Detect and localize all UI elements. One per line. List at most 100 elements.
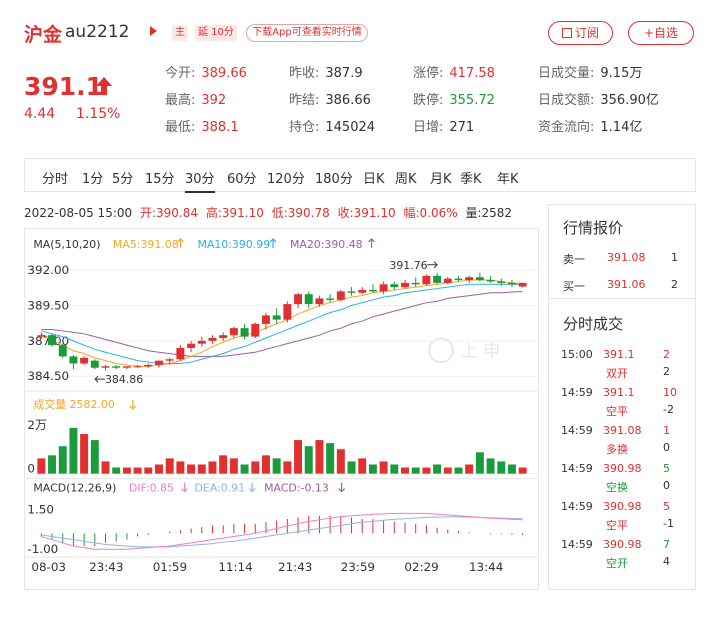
stat-item: 资金流向: 1.14亿 xyxy=(538,116,642,135)
volume-bar xyxy=(294,440,303,474)
tab-period[interactable]: 5分 xyxy=(112,172,134,187)
contract-code: au2212 xyxy=(65,22,130,42)
tab-period[interactable]: 年K xyxy=(497,172,519,187)
orderbook-cell: 391.06 xyxy=(607,278,646,291)
trade-cell: 空开 xyxy=(606,557,628,570)
delay-badge: 延 10分 xyxy=(195,25,237,41)
price-tick-label: 392.00 xyxy=(27,263,69,277)
volume-bar xyxy=(401,467,409,474)
stat-item: 跌停: 355.72 xyxy=(413,89,495,108)
volume-bar xyxy=(197,464,206,474)
trade-cell: 空平 xyxy=(606,405,628,418)
candle-body xyxy=(112,366,121,368)
info-amplitude: 幅:0.06% xyxy=(403,206,458,220)
trade-cell: 多换 xyxy=(606,443,628,456)
tab-period[interactable]: 30分 xyxy=(185,168,215,193)
price-change-pct: 1.15% xyxy=(76,106,121,122)
tab-period[interactable]: 日K xyxy=(363,172,385,187)
play-icon[interactable] xyxy=(150,26,157,36)
last-price: 391.1 xyxy=(24,72,104,101)
dea-line xyxy=(41,516,523,548)
candle-body xyxy=(208,338,217,341)
volume-bar xyxy=(283,461,292,474)
volume-bar xyxy=(112,467,121,474)
stat-value: 386.66 xyxy=(325,93,371,108)
product-title: 沪金 xyxy=(24,24,63,46)
x-tick-label: 13:44 xyxy=(469,560,503,574)
volume-legend: 成交量 2582.00 xyxy=(33,397,114,411)
candle-body xyxy=(187,343,196,348)
trade-cell: 2 xyxy=(663,365,670,378)
candle-body xyxy=(433,275,442,283)
trade-cell: 0 xyxy=(663,479,670,492)
macd-value-legend: MACD:-0.13 xyxy=(264,482,329,495)
candle-body xyxy=(358,289,367,293)
dif-legend: DIF:0.85 xyxy=(129,482,174,495)
orderbook-cell: 2 xyxy=(671,278,678,291)
tab-period[interactable]: 120分 xyxy=(267,172,305,187)
dif-line xyxy=(41,512,523,550)
volume-bar xyxy=(368,464,377,474)
stat-item: 涨停: 417.58 xyxy=(413,62,495,81)
legend-arrow-icon xyxy=(269,238,277,248)
volume-bar xyxy=(315,440,324,474)
tab-period[interactable]: 15分 xyxy=(145,172,175,187)
info-high: 高:391.10 xyxy=(205,206,264,220)
candle-body xyxy=(497,281,506,283)
trade-cell: 双开 xyxy=(606,367,628,380)
volume-bar xyxy=(48,455,57,474)
volume-bar xyxy=(497,461,506,474)
tab-period[interactable]: 周K xyxy=(395,172,417,187)
candle-body xyxy=(475,277,484,281)
min-arrow-icon xyxy=(94,375,105,383)
tab-period[interactable]: 分时 xyxy=(42,172,69,187)
stat-value: 392 xyxy=(201,93,227,108)
candle-body xyxy=(155,360,163,365)
volume-bar xyxy=(518,467,527,474)
tab-period[interactable]: 60分 xyxy=(227,172,257,187)
stat-item: 昨收: 387.9 xyxy=(289,62,363,81)
trade-cell: 5 xyxy=(663,500,670,513)
volume-bar xyxy=(475,452,484,474)
volume-bar xyxy=(176,461,185,474)
volume-bar xyxy=(486,458,495,474)
volume-bar xyxy=(347,461,356,474)
volume-bar xyxy=(336,449,345,474)
stat-value: 388.1 xyxy=(201,120,239,135)
macd-tick-label: -1.00 xyxy=(27,542,58,556)
info-close: 收:391.10 xyxy=(337,206,396,220)
tab-period[interactable]: 180分 xyxy=(315,172,353,187)
candle-body xyxy=(326,298,335,300)
stat-label: 涨停: xyxy=(413,66,444,81)
volume-bar xyxy=(379,461,388,474)
trade-cell: 14:59 xyxy=(561,500,593,513)
volume-bar xyxy=(208,461,217,474)
volume-bar xyxy=(155,464,163,474)
header: 沪金 au2212 主 延 10分 下载App可查看实时行情 订阅 +自选 xyxy=(0,0,720,62)
volume-bar xyxy=(69,427,78,474)
up-arrow-icon xyxy=(96,77,112,95)
download-app-link[interactable]: 下载App可查看实时行情 xyxy=(246,24,368,42)
subscribe-button[interactable]: 订阅 xyxy=(548,21,613,45)
candle-body xyxy=(37,335,46,337)
trade-cell: -2 xyxy=(663,403,674,416)
stat-item: 昨结: 386.66 xyxy=(289,89,371,108)
price-tick-label: 389.50 xyxy=(27,298,69,312)
dea-legend: DEA:0.91 xyxy=(194,482,245,495)
tab-period[interactable]: 月K xyxy=(430,172,452,187)
stat-label: 日成交量: xyxy=(538,66,595,81)
candle-body xyxy=(465,277,474,281)
add-watchlist-button[interactable]: +自选 xyxy=(628,21,694,45)
kline-chart[interactable]: MA(5,10,20) MA5:391.08 MA10:390.99 MA20:390… xyxy=(24,228,539,590)
volume-bar xyxy=(272,458,281,474)
trade-cell: 空换 xyxy=(606,481,628,494)
candle-body xyxy=(368,289,377,292)
candle-body xyxy=(454,278,463,281)
x-tick-label: 21:43 xyxy=(278,560,312,574)
candle-body xyxy=(69,356,78,364)
candle-body xyxy=(165,359,174,361)
volume-bar xyxy=(58,446,67,474)
tab-period[interactable]: 1分 xyxy=(82,172,104,187)
tab-period[interactable]: 季K xyxy=(460,172,482,187)
ma5-line xyxy=(41,279,523,367)
